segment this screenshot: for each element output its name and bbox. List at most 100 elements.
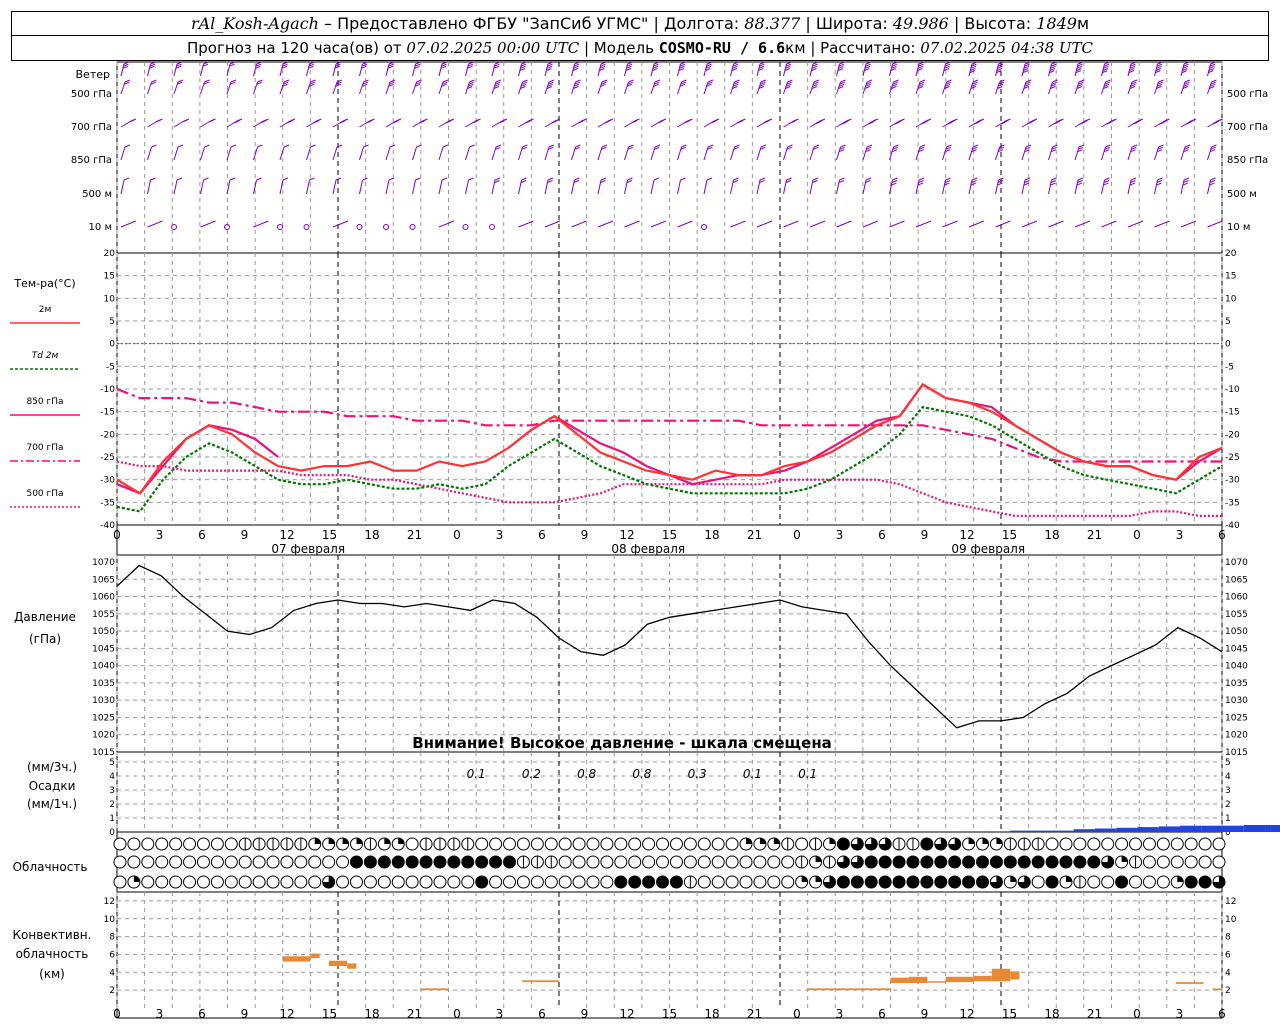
wind-feather (1026, 121, 1032, 125)
wind-feather (230, 79, 237, 83)
cloud-cover-icon (628, 837, 642, 851)
wind-feather (1184, 144, 1191, 148)
calc-time: 07.02.2025 04:38 UTC (920, 39, 1094, 57)
wind-feather (865, 177, 872, 181)
cloud-cover-icon (252, 837, 266, 851)
wind-feather (679, 83, 686, 87)
wind-feather (1075, 70, 1082, 74)
wind-feather (1103, 149, 1110, 153)
wind-feather (494, 83, 500, 87)
wind-feather (627, 81, 633, 85)
series-t500 (116, 460, 1222, 518)
wind-feather (1023, 65, 1030, 69)
wind-feather (574, 146, 580, 150)
wind-feather (599, 65, 606, 69)
wind-feather (813, 79, 820, 83)
wind-barb-icon (915, 222, 927, 228)
cloud-cover-icon (294, 855, 308, 869)
legend-label: 700 гПа (26, 443, 63, 453)
wind-feather (441, 83, 447, 87)
wind-feather (309, 81, 315, 85)
temp-tick-right: -30 (1225, 476, 1240, 486)
cloud-cover-icon (697, 855, 711, 869)
wind-feather (1129, 86, 1136, 89)
wind-feather (891, 180, 898, 183)
cloud-cover-icon (850, 855, 864, 869)
convective-bar (310, 953, 320, 959)
wind-feather (946, 79, 952, 83)
cloud-cover-icon (892, 837, 906, 851)
wind-feather (1190, 220, 1197, 224)
wind-feather (256, 61, 262, 65)
wind-feather (865, 61, 872, 65)
wind-feather (283, 81, 289, 85)
cloud-cover-icon (948, 875, 962, 889)
cloud-cover-icon (461, 855, 475, 869)
cloud-cover-icon (1156, 875, 1170, 889)
wind-feather (1131, 81, 1137, 85)
wind-feather (1025, 144, 1032, 148)
cloud-cover-icon (266, 875, 280, 889)
wind-barb-icon (279, 179, 284, 195)
cloud-cover-icon (1087, 875, 1101, 889)
cloud-cover-icon (962, 837, 976, 851)
legend-label: 850 гПа (26, 397, 63, 407)
time-tick-bottom: 21 (1087, 1007, 1102, 1021)
wind-barb-icon (677, 179, 681, 195)
wind-feather (336, 144, 343, 148)
wind-feather (388, 83, 394, 87)
time-tick-bottom: 6 (878, 1007, 886, 1021)
cloud-cover-icon (600, 875, 614, 889)
cloud-cover-icon (280, 837, 294, 851)
wind-feather (706, 83, 712, 87)
pressure-tick-left: 1040 (92, 662, 115, 672)
wind-feather (789, 120, 796, 124)
wind-feather (680, 81, 686, 85)
wind-feather (415, 61, 421, 65)
wind-feather (785, 180, 792, 183)
wind-feather (627, 177, 633, 181)
cloud-cover-icon (516, 875, 530, 889)
wind-feather (414, 83, 421, 87)
convective-bar (835, 988, 873, 991)
wind-feather (415, 81, 421, 85)
wind-feather (998, 81, 1004, 85)
wind-barb-icon (1048, 222, 1059, 228)
precip-tick-right: 3 (1225, 786, 1231, 796)
convective-bar (282, 956, 311, 962)
wind-barb-icon (147, 146, 152, 161)
cloud-cover-icon (948, 855, 962, 869)
wind-feather (678, 68, 685, 71)
pressure-tick-right: 1020 (1225, 731, 1248, 741)
wind-feather (495, 81, 501, 85)
cloud-cover-icon (1198, 837, 1212, 851)
wind-feather (971, 149, 977, 153)
temp-tick-left: 20 (104, 249, 116, 259)
cloud-cover-icon (683, 837, 697, 851)
temp-tick-right: -35 (1225, 498, 1240, 508)
wind-feather (255, 63, 262, 67)
cloud-cover-icon (461, 837, 475, 851)
cloud-cover-icon (308, 875, 322, 889)
cloud-cover-icon (1031, 837, 1045, 851)
wind-barbs (120, 61, 1223, 230)
cloud-cover-icon (1170, 837, 1184, 851)
wind-feather (997, 63, 1004, 67)
cloud-cover-icon (572, 855, 586, 869)
wind-feather (1157, 177, 1163, 181)
wind-feather (335, 63, 341, 67)
wind-feather (1052, 79, 1058, 83)
wind-feather (1182, 68, 1188, 71)
wind-feather (653, 177, 660, 181)
cloud-cover-icon (892, 875, 906, 889)
series-td2m (116, 405, 1223, 513)
wind-feather (283, 79, 290, 83)
wind-feather (814, 121, 820, 125)
cloud-cover-icon (1045, 837, 1059, 851)
cloud-cover-icon (127, 837, 141, 851)
wind-feather (1211, 144, 1217, 148)
wind-feather (1052, 144, 1058, 148)
wind-feather (812, 177, 819, 181)
wind-feather (786, 146, 792, 150)
wind-feather (626, 63, 633, 67)
